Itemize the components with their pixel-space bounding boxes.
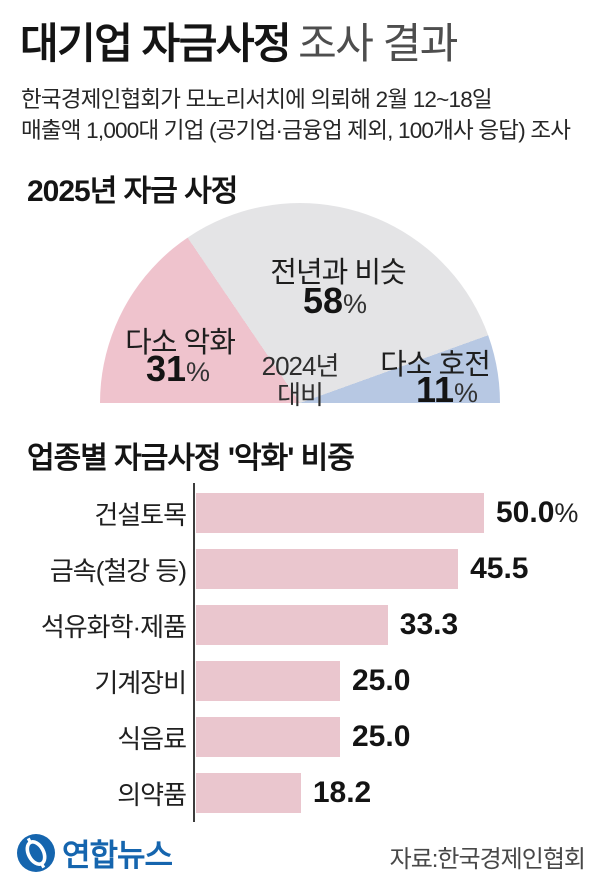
bar-category-label: 의약품 (117, 779, 187, 810)
bar-row: 건설토목 50.0% (0, 485, 600, 541)
semi-donut-chart (100, 203, 500, 404)
bar-row: 의약품 18.2 (0, 765, 600, 821)
yonhap-wordmark: 연합뉴스 (62, 838, 173, 873)
page-title: 대기업 자금사정 조사 결과 (20, 10, 458, 71)
bar-value-label: 25.0 (352, 664, 411, 697)
bar-chart: 건설토목 50.0% 금속(철강 등) 45.5 석유화학·제품 33.3 기계… (0, 485, 600, 821)
bar-value-label: 33.3 (399, 608, 459, 641)
bar-row: 금속(철강 등) 45.5 (0, 541, 600, 597)
bar-fill (196, 717, 340, 757)
bar-category-label: 식음료 (117, 723, 187, 754)
segment-label-better: 다소 호전 (380, 349, 491, 381)
bar-row: 기계장비 25.0 (0, 653, 600, 709)
donut-center-label: 2024년 대비 (261, 351, 340, 410)
survey-description: 한국경제인협회가 모노리서치에 의뢰해 2월 12~18일 매출액 1,000대… (21, 84, 571, 146)
page-title-sub: 조사 결과 (298, 20, 458, 67)
bar-category-label: 금속(철강 등) (49, 555, 187, 586)
segment-value-better: 11% (415, 369, 479, 410)
segment-label-same: 전년과 비슷 (270, 257, 406, 289)
bar-category-label: 석유화학·제품 (40, 611, 187, 642)
bar-value-label: 45.5 (470, 552, 529, 585)
bar-section-heading: 업종별 자금사정 '악화' 비중 (27, 442, 355, 475)
donut-section-heading: 2025년 자금 사정 (27, 175, 238, 208)
bar-value-label: 50.0% (496, 496, 579, 529)
bar-chart-axis (193, 483, 195, 822)
page-title-main: 대기업 자금사정 (20, 20, 292, 67)
yonhap-logo: 연합뉴스 (16, 830, 173, 875)
data-source: 자료:한국경제인협회 (389, 846, 586, 873)
survey-description-line1: 한국경제인협회가 모노리서치에 의뢰해 2월 12~18일 (21, 87, 493, 112)
bar-value-label: 18.2 (312, 776, 372, 809)
bar-row: 석유화학·제품 33.3 (0, 597, 600, 653)
segment-label-worse: 다소 악화 (125, 327, 236, 359)
bar-fill (196, 773, 301, 813)
bar-row: 식음료 25.0 (0, 709, 600, 765)
bar-value-label: 25.0 (352, 720, 411, 753)
survey-description-line2: 매출액 1,000대 기업 (공기업·금융업 제외, 100개사 응답) 조사 (21, 118, 571, 143)
bar-category-label: 건설토목 (94, 499, 187, 530)
segment-value-same: 58% (302, 280, 368, 321)
yonhap-globe-icon (17, 833, 55, 872)
segment-value-worse: 31% (145, 348, 211, 389)
bar-category-label: 기계장비 (94, 667, 187, 698)
bar-fill (196, 605, 388, 645)
bar-fill (196, 661, 340, 701)
bar-fill (196, 493, 484, 533)
bar-fill (196, 549, 459, 589)
